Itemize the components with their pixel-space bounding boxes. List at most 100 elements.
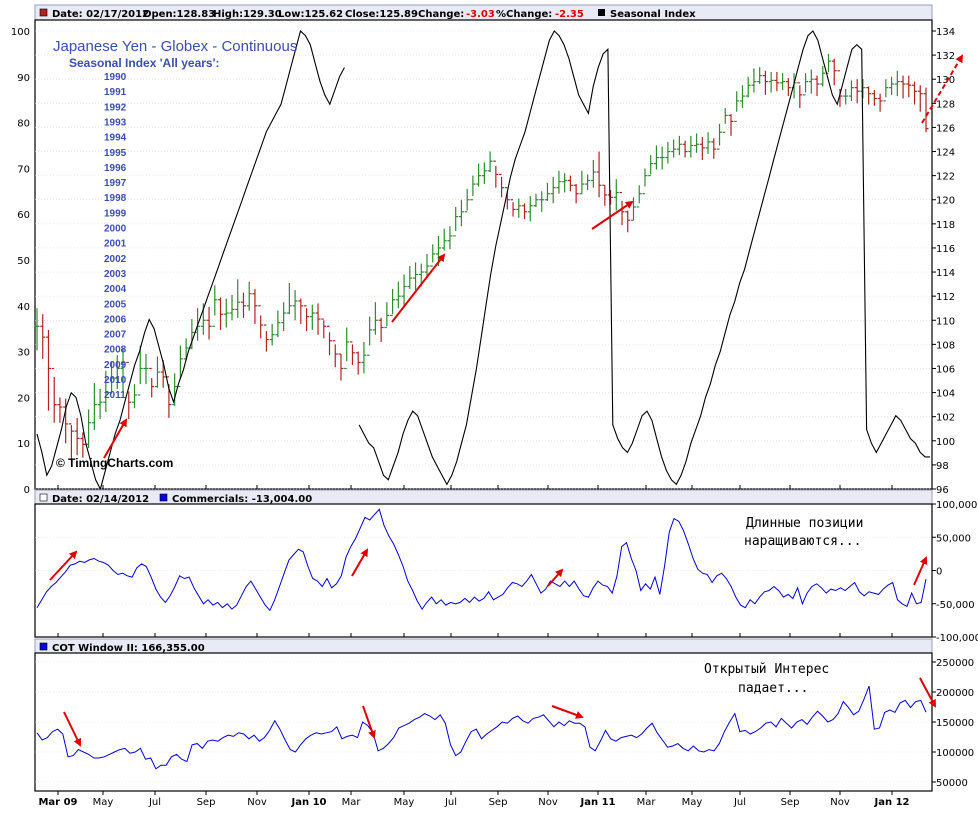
price-bar	[717, 123, 723, 150]
price-bar	[762, 70, 768, 95]
price-header-change-value: -3.03	[466, 9, 495, 20]
price-bar	[120, 347, 126, 393]
cot-line	[36, 685, 927, 770]
price-bar	[349, 341, 355, 365]
right-tick-label: 126	[936, 123, 955, 134]
right-tick-label: 122	[936, 172, 955, 183]
price-bar	[149, 367, 155, 398]
price-bar	[699, 137, 705, 160]
price-bar	[900, 75, 906, 99]
commercials-tick-label: 0	[936, 567, 942, 578]
price-bar	[636, 185, 642, 208]
year-label: 2010	[104, 375, 127, 386]
price-bar	[246, 281, 252, 311]
year-label: 2005	[104, 299, 127, 310]
cot-tick-label: 250000	[936, 658, 974, 669]
price-bar	[57, 397, 63, 423]
price-bar	[711, 138, 717, 159]
year-label: 2003	[104, 269, 127, 280]
red-arrow	[63, 711, 81, 747]
cot-legend-swatch	[39, 642, 48, 651]
price-gridlines	[35, 30, 930, 490]
price-bar	[912, 81, 918, 105]
price-bar	[659, 146, 665, 170]
annotation-arrows	[49, 54, 964, 747]
chart-title: Japanese Yen - Globex - Continuous	[53, 38, 297, 55]
right-tick-label: 114	[936, 268, 955, 279]
cot-tick-label: 50000	[936, 778, 968, 789]
right-tick-label: 130	[936, 75, 955, 86]
price-bar	[866, 86, 872, 105]
year-label: 2008	[104, 345, 127, 356]
x-tick-label: May	[394, 797, 415, 808]
price-header-change-label: Change:	[418, 9, 464, 20]
price-bar	[34, 308, 40, 351]
price-bar	[223, 298, 229, 328]
price-bar	[458, 199, 464, 227]
seasonal-legend-swatch	[598, 9, 605, 16]
red-arrow	[921, 54, 964, 124]
price-bar	[447, 226, 453, 250]
price-bar	[562, 173, 568, 193]
year-label: 2001	[104, 239, 127, 250]
price-bar	[694, 133, 700, 153]
price-bar	[252, 288, 258, 324]
price-bar	[889, 76, 895, 95]
price-bar	[785, 78, 791, 97]
right-tick-label: 104	[936, 389, 955, 400]
commercials-tick-label: 100,000	[936, 500, 977, 511]
x-tick-label: Jan 10	[291, 797, 327, 808]
x-tick-label: Mar	[342, 797, 362, 808]
price-bar	[917, 85, 923, 112]
x-tick-label: Jul	[444, 797, 457, 808]
price-header-open: Open:128.83	[143, 9, 215, 20]
price-bar	[292, 290, 298, 321]
x-tick-label: Nov	[830, 797, 850, 808]
price-bar	[413, 262, 419, 291]
price-bar	[768, 71, 774, 93]
price-bar	[567, 175, 573, 192]
price-bar	[109, 361, 115, 394]
price-bar	[757, 67, 763, 85]
price-bar	[338, 353, 344, 381]
x-tick-label: Mar 09	[38, 797, 77, 808]
price-bar	[522, 203, 528, 220]
price-bar	[539, 191, 545, 212]
cot-annotation-line2: падает...	[738, 681, 808, 696]
left-tick-label: 70	[17, 164, 30, 175]
price-bar	[269, 323, 275, 346]
x-tick-label: Mar	[637, 797, 657, 808]
red-arrow	[547, 568, 564, 587]
commercials-header-value: Commercials: -13,004.00	[172, 494, 312, 505]
left-tick-label: 60	[17, 210, 30, 221]
price-bar	[315, 303, 321, 335]
price-bar	[923, 87, 929, 133]
price-bar	[797, 82, 803, 109]
price-bar	[734, 91, 740, 122]
price-bar	[573, 184, 579, 204]
right-tick-label: 124	[936, 148, 955, 159]
x-axis: Mar 09 May Jul Sep Nov Jan 10 Mar May Jul Sep Nov J…	[38, 485, 910, 808]
year-label: 2011	[104, 390, 126, 401]
price-bar	[487, 151, 493, 173]
price-bar	[355, 351, 361, 375]
price-bar	[212, 285, 218, 327]
commercials-header-bg	[34, 489, 933, 505]
price-bar	[263, 324, 269, 352]
price-bar	[533, 193, 539, 207]
commercials-tick-label: -100,000	[936, 633, 978, 644]
left-tick-label: 20	[17, 393, 30, 404]
commercials-annotation-line1: Длинные позиции	[746, 516, 863, 531]
price-bar	[137, 345, 143, 396]
price-bar	[401, 274, 407, 306]
right-tick-label: 112	[936, 292, 955, 303]
cot-annotation-line1: Открытый Интерес	[704, 662, 829, 677]
price-header-date: Date: 02/17/2012	[52, 9, 149, 20]
price-bar	[665, 141, 671, 164]
commercials-header-date: Date: 02/14/2012	[52, 494, 149, 505]
x-tick-label: Sep	[781, 797, 800, 808]
price-bar	[883, 79, 889, 102]
price-bar	[780, 73, 786, 91]
commercials-annotation-line2: наращиваются...	[744, 534, 861, 549]
